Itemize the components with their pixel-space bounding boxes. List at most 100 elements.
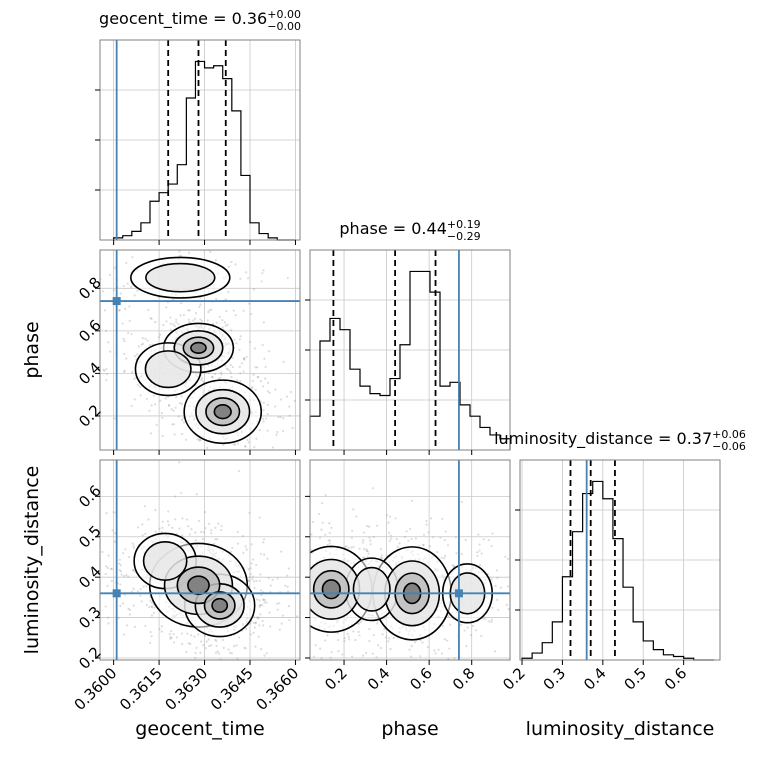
sample-point [273, 582, 275, 584]
sample-point [368, 640, 371, 643]
sample-point [285, 395, 289, 398]
sample-point [113, 266, 116, 269]
sample-point [256, 376, 259, 379]
sample-point [132, 568, 135, 572]
sample-point [362, 531, 366, 534]
sample-point [303, 584, 305, 586]
sample-point [361, 654, 365, 657]
sample-point [430, 517, 433, 520]
sample-point [388, 637, 391, 640]
sample-point [123, 340, 126, 343]
sample-point [251, 575, 255, 578]
sample-point [365, 651, 368, 655]
sample-point [121, 322, 124, 325]
sample-point [122, 552, 125, 555]
sample-point [247, 567, 250, 571]
sample-point [318, 281, 320, 283]
sample-point [255, 563, 258, 567]
sample-point [178, 527, 181, 530]
sample-point [443, 539, 446, 542]
sample-point [452, 565, 456, 568]
sample-point [214, 259, 217, 262]
sample-point [108, 273, 111, 276]
sample-point [178, 250, 181, 253]
sample-point [371, 487, 374, 490]
sample-point [392, 636, 395, 640]
sample-point [105, 565, 108, 568]
x-tick-label: 0.5 [620, 664, 650, 694]
y-axis-label-phase: phase [21, 321, 43, 378]
sample-point [126, 282, 129, 285]
sample-point [199, 438, 202, 442]
sample-point [118, 562, 121, 565]
sample-point [368, 628, 371, 631]
sample-point [132, 604, 135, 607]
sample-point [368, 536, 371, 539]
sample-point [154, 530, 157, 533]
sample-point [232, 309, 235, 312]
sample-point [499, 586, 503, 589]
sample-point [167, 404, 171, 407]
sample-point [256, 598, 259, 601]
sample-point [347, 546, 350, 549]
sample-point [218, 315, 221, 318]
sample-point [352, 545, 355, 549]
sample-point [428, 545, 432, 548]
sample-point [198, 439, 201, 442]
sample-point [173, 433, 176, 436]
sample-point [136, 526, 140, 529]
sample-point [244, 545, 247, 548]
sample-point [389, 534, 392, 537]
sample-point [222, 443, 225, 446]
sample-point [455, 552, 458, 555]
sample-point [302, 600, 304, 602]
sample-point [150, 635, 153, 638]
sample-point [362, 556, 365, 559]
sample-point [444, 530, 447, 533]
sample-point [463, 629, 466, 632]
sample-point [133, 377, 136, 380]
sample-point [75, 278, 77, 280]
sample-point [244, 445, 247, 448]
sample-point [203, 511, 207, 514]
sample-point [446, 639, 449, 642]
sample-point [268, 668, 270, 670]
sample-point [276, 577, 279, 580]
sample-point [460, 623, 463, 627]
sample-point [171, 423, 174, 426]
sample-point [355, 515, 358, 518]
sample-point [320, 657, 323, 660]
sample-point [185, 518, 189, 521]
sample-point [103, 309, 107, 312]
x-tick-label: 0.6 [661, 664, 691, 694]
contour-level [203, 591, 236, 620]
sample-point [341, 653, 344, 656]
contour-level [205, 397, 241, 427]
sample-point [276, 550, 278, 552]
sample-point [389, 647, 392, 651]
sample-point [105, 368, 108, 371]
sample-point [215, 297, 218, 301]
sample-point [219, 371, 222, 374]
sample-point [244, 647, 247, 650]
sample-point [254, 645, 257, 648]
title-luminosity_distance: luminosity_distance = 0.37+0.06 −0.06 [494, 428, 746, 453]
sample-point [236, 442, 240, 445]
title-upper-error: +0.00 [267, 8, 301, 21]
sample-point [253, 626, 257, 629]
sample-point [127, 331, 130, 335]
sample-point [225, 310, 228, 313]
sample-point [130, 404, 133, 408]
sample-point [505, 603, 509, 606]
sample-point [254, 456, 256, 458]
sample-point [244, 271, 248, 274]
sample-point [306, 624, 308, 626]
sample-point [288, 651, 290, 653]
sample-point [128, 613, 131, 616]
sample-point [372, 535, 375, 539]
sample-point [194, 539, 198, 542]
sample-point [224, 364, 227, 367]
sample-point [258, 624, 261, 627]
panel-frame [309, 459, 511, 661]
sample-point [496, 576, 499, 579]
